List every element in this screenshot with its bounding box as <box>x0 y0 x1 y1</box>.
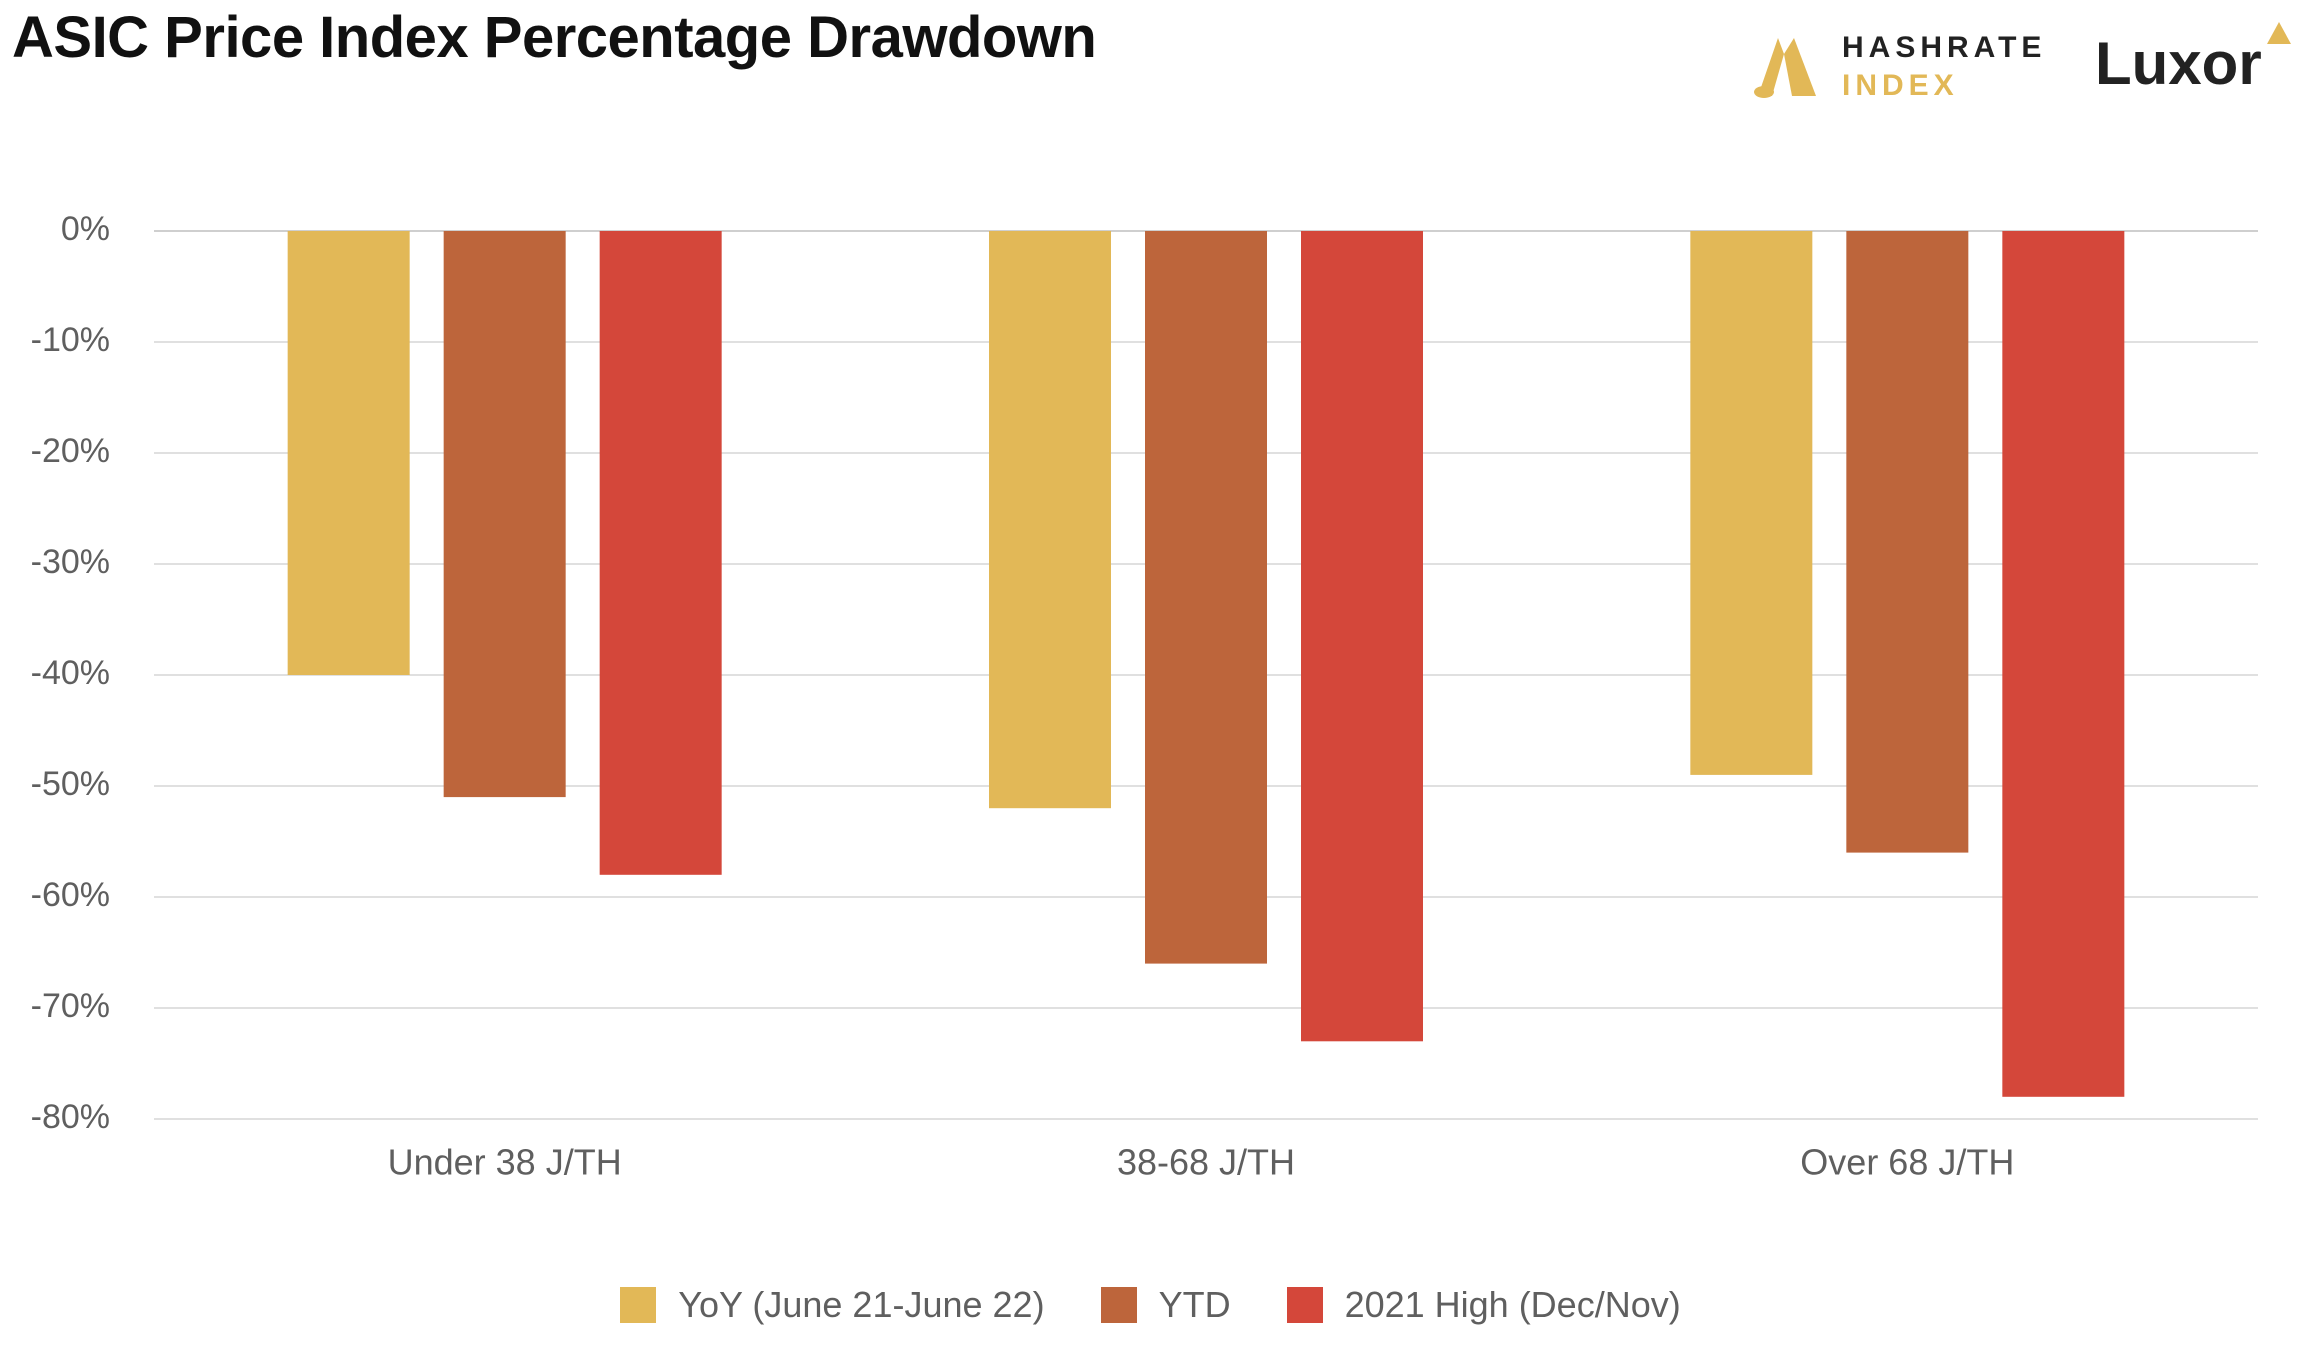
x-tick-label: 38-68 J/TH <box>1117 1142 1295 1183</box>
legend-item: YTD <box>1100 1284 1231 1326</box>
bar <box>1846 231 1969 853</box>
plot-area: 0% -10% -20% -30% -40% -50% -60% -70% -80% Under… <box>31 210 2258 1183</box>
legend-label: 2021 High (Dec/Nov) <box>1344 1284 1681 1325</box>
bar <box>287 231 410 675</box>
y-tick-label: -40% <box>31 654 110 692</box>
legend-label: YTD <box>1158 1284 1231 1325</box>
bar <box>2002 231 2125 1097</box>
bar <box>599 231 722 875</box>
y-axis-ticks: 0% -10% -20% -30% -40% -50% -60% -70% -80% <box>31 210 110 1136</box>
x-axis-ticks: Under 38 J/TH 38-68 J/TH Over 68 J/TH <box>388 1142 2015 1183</box>
x-tick-label: Over 68 J/TH <box>1800 1142 2014 1183</box>
luxor-logo: Luxor <box>2095 22 2295 102</box>
hashrate-logo-word-2: INDEX <box>1842 69 1959 102</box>
legend-item: 2021 High (Dec/Nov) <box>1286 1284 1681 1326</box>
hashrate-index-mark-icon <box>1754 38 1816 98</box>
chart-title: ASIC Price Index Percentage Drawdown <box>12 5 1097 70</box>
luxor-triangle-icon <box>2267 22 2291 44</box>
bars <box>287 231 2125 1097</box>
y-tick-label: -20% <box>31 432 110 470</box>
x-tick-label: Under 38 J/TH <box>388 1142 622 1183</box>
bar <box>1145 231 1267 964</box>
legend-item: YoY (June 21-June 22) <box>620 1284 1045 1326</box>
y-tick-label: -50% <box>31 765 110 803</box>
bar <box>443 231 566 798</box>
y-tick-label: -10% <box>31 321 110 359</box>
y-tick-label: -70% <box>31 987 110 1025</box>
luxor-logo-word: Luxor <box>2095 30 2262 97</box>
bar <box>1301 231 1423 1042</box>
legend-swatch <box>620 1287 657 1323</box>
y-tick-label: -60% <box>31 876 110 914</box>
bar <box>1690 231 1813 775</box>
hashrate-logo-word-1: HASHRATE <box>1842 31 2047 64</box>
legend: YoY (June 21-June 22) YTD 2021 High (Dec/N… <box>0 1280 2301 1330</box>
hashrate-index-logo: HASHRATE INDEX <box>1750 30 2060 110</box>
legend-label: YoY (June 21-June 22) <box>678 1284 1045 1325</box>
y-tick-label: 0% <box>61 210 110 248</box>
y-tick-label: -30% <box>31 543 110 581</box>
bar <box>989 231 1111 809</box>
legend-swatch <box>1286 1287 1323 1323</box>
legend-swatch <box>1100 1287 1137 1323</box>
y-tick-label: -80% <box>31 1098 110 1136</box>
